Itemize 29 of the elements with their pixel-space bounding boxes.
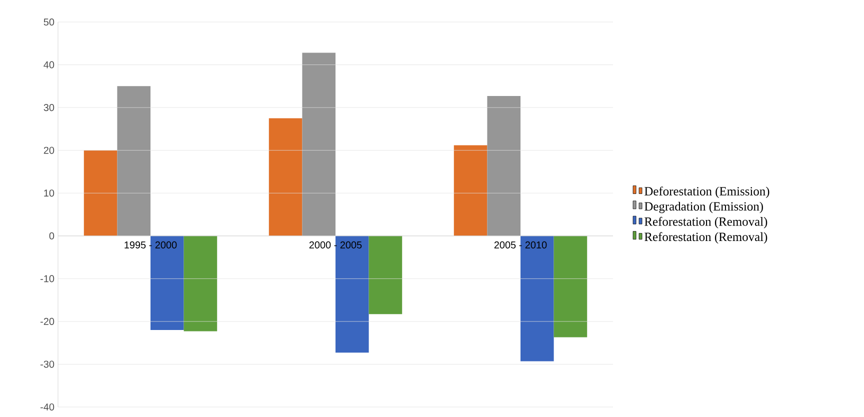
y-tick-label: -20 bbox=[40, 318, 54, 325]
y-tick-label: 30 bbox=[44, 104, 54, 112]
bar bbox=[554, 236, 588, 338]
legend-label: Reforestation (Removal) bbox=[644, 216, 768, 228]
y-tick-label: 50 bbox=[44, 18, 54, 26]
bar bbox=[268, 118, 302, 236]
bar bbox=[184, 236, 218, 332]
bar bbox=[454, 145, 488, 236]
bar bbox=[520, 236, 554, 362]
bar bbox=[84, 150, 118, 236]
y-tick-label: 40 bbox=[44, 61, 54, 68]
x-tick-label: 2005 - 2010 bbox=[494, 241, 547, 248]
y-tick-label: -30 bbox=[40, 360, 54, 368]
x-tick-label: 2000 - 2005 bbox=[309, 241, 362, 248]
bar bbox=[487, 96, 521, 236]
bar bbox=[368, 236, 402, 314]
bar bbox=[150, 236, 184, 330]
bar bbox=[336, 236, 369, 353]
legend-label: Degradation (Emission) bbox=[644, 202, 763, 214]
x-tick-label: 1995 - 2000 bbox=[124, 241, 177, 248]
y-tick-label: 0 bbox=[49, 232, 54, 240]
y-tick-label: 20 bbox=[44, 146, 54, 154]
y-tick-label: -10 bbox=[40, 275, 54, 282]
y-tick-label: -40 bbox=[40, 403, 54, 411]
y-tick-label: 10 bbox=[44, 190, 54, 197]
bar bbox=[302, 52, 336, 236]
legend-label: Reforestation (Removal) bbox=[644, 232, 768, 244]
bar bbox=[117, 86, 150, 236]
legend-label: Deforestation (Emission) bbox=[644, 186, 770, 198]
